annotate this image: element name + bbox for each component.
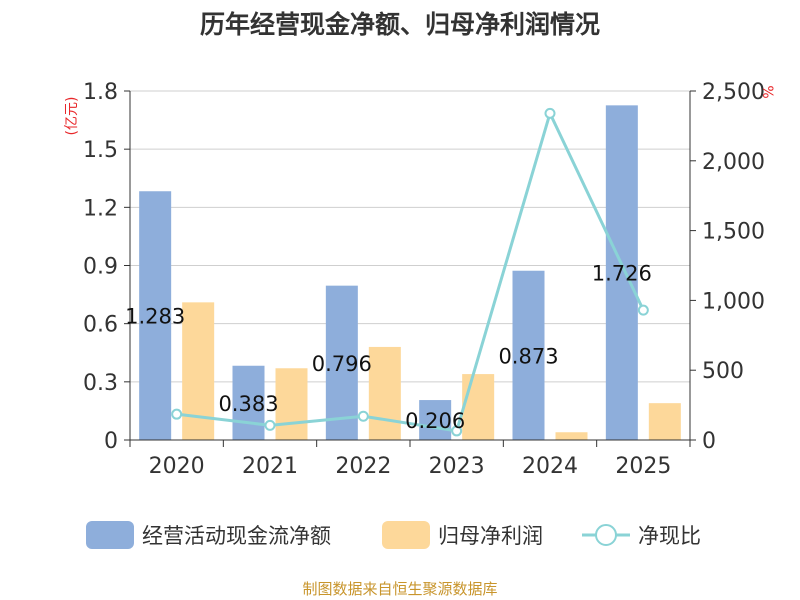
x-tick-label: 2021 (242, 454, 298, 479)
x-tick-label: 2024 (522, 454, 578, 479)
legend-swatch (86, 521, 134, 549)
legend: 经营活动现金流净额 归母净利润 净现比 (86, 521, 701, 549)
legend-label: 经营活动现金流净额 (142, 524, 331, 548)
y2-tick-label: 1,500 (702, 220, 765, 245)
y2-tick-label: 2,500 (702, 80, 765, 105)
ratio-point (639, 306, 648, 315)
cash-flow-data-label: 0.873 (498, 344, 558, 368)
ratio-point (359, 412, 368, 421)
y-tick-label: 0 (104, 429, 118, 454)
net-profit-bar (649, 403, 681, 440)
net-profit-bar (556, 432, 588, 440)
legend-label: 归母净利润 (438, 524, 543, 548)
cash-flow-data-label: 0.796 (312, 352, 372, 376)
cash-flow-data-label: 0.383 (218, 392, 278, 416)
x-tick-label: 2020 (149, 454, 205, 479)
legend-swatch (382, 521, 430, 549)
y-tick-label: 0.3 (83, 371, 118, 396)
x-tick-label: 2025 (615, 454, 671, 479)
legend-item-ratio: 净现比 (582, 524, 701, 548)
ratio-point (546, 109, 555, 118)
legend-swatch-marker (596, 525, 616, 545)
y2-tick-label: 0 (702, 429, 716, 454)
source-note: 制图数据来自恒生聚源数据库 (302, 580, 497, 598)
y2-tick-label: 2,000 (702, 150, 765, 175)
cash-flow-data-label: 0.206 (405, 409, 465, 433)
y-tick-label: 0.9 (83, 255, 118, 280)
legend-item-cash-flow: 经营活动现金流净额 (86, 521, 331, 549)
y2-tick-label: 500 (702, 359, 744, 384)
net-profit-bar (276, 368, 308, 440)
ratio-point (172, 410, 181, 419)
chart-title: 历年经营现金净额、归母净利润情况 (200, 10, 600, 39)
y2-tick-label: 1,000 (702, 289, 765, 314)
y-tick-label: 1.2 (83, 196, 118, 221)
cash-flow-data-label: 1.726 (592, 262, 652, 286)
y-tick-label: 1.5 (83, 138, 118, 163)
net-profit-bar (369, 347, 401, 440)
y-axis-unit-label: (亿元) (64, 97, 80, 136)
legend-item-net-profit: 归母净利润 (382, 521, 543, 549)
y2-axis-unit-label: % (759, 85, 775, 98)
net-profit-bar (462, 374, 494, 440)
cash-flow-data-label: 1.283 (125, 305, 185, 329)
legend-label: 净现比 (638, 524, 701, 548)
ratio-point (266, 421, 275, 430)
x-tick-label: 2022 (335, 454, 391, 479)
x-tick-label: 2023 (429, 454, 485, 479)
y-tick-label: 0.6 (83, 313, 118, 338)
y-tick-label: 1.8 (83, 80, 118, 105)
